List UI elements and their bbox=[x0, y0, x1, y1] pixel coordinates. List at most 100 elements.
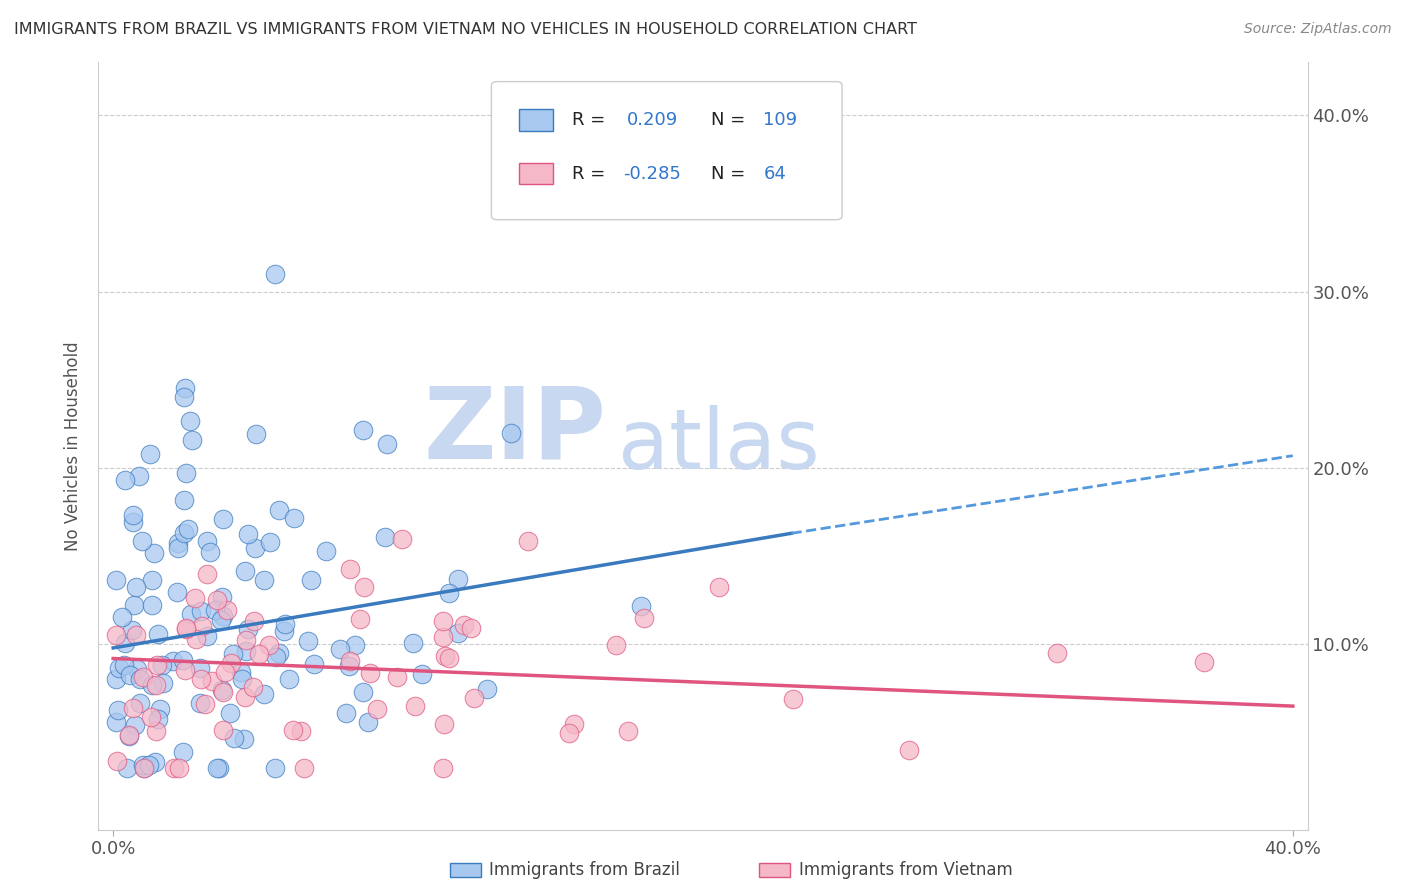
Point bbox=[207, 593, 229, 607]
Point bbox=[434, 649, 457, 664]
Text: Immigrants from Brazil: Immigrants from Brazil bbox=[489, 861, 681, 879]
Point bbox=[105, 754, 128, 768]
Point bbox=[229, 665, 252, 680]
Point bbox=[211, 682, 233, 697]
Point bbox=[353, 580, 375, 594]
Point bbox=[179, 414, 201, 428]
Point bbox=[184, 591, 207, 605]
Point bbox=[184, 632, 207, 647]
Point bbox=[152, 675, 174, 690]
Point bbox=[283, 510, 305, 524]
Point bbox=[263, 761, 285, 775]
Point bbox=[349, 612, 371, 626]
Point bbox=[200, 545, 222, 559]
Point bbox=[188, 661, 211, 675]
Point bbox=[212, 684, 235, 698]
Point bbox=[148, 712, 170, 726]
Point bbox=[222, 731, 245, 745]
Point bbox=[245, 427, 267, 442]
Text: IMMIGRANTS FROM BRAZIL VS IMMIGRANTS FROM VIETNAM NO VEHICLES IN HOUSEHOLD CORRE: IMMIGRANTS FROM BRAZIL VS IMMIGRANTS FRO… bbox=[14, 22, 917, 37]
Point bbox=[352, 685, 374, 699]
Point bbox=[190, 673, 212, 687]
Point bbox=[173, 492, 195, 507]
Point bbox=[122, 598, 145, 612]
Point bbox=[146, 627, 169, 641]
Text: R =: R = bbox=[572, 165, 612, 183]
Point bbox=[385, 670, 408, 684]
Point bbox=[208, 761, 231, 775]
Point bbox=[145, 658, 167, 673]
Point bbox=[173, 381, 195, 395]
Point bbox=[211, 608, 233, 623]
Point bbox=[172, 653, 194, 667]
Point bbox=[214, 665, 236, 679]
Point bbox=[517, 533, 540, 548]
Point bbox=[204, 602, 226, 616]
Point bbox=[180, 607, 202, 622]
Point bbox=[145, 724, 167, 739]
Point bbox=[107, 661, 129, 675]
Point bbox=[343, 639, 366, 653]
Point bbox=[105, 574, 128, 588]
Point bbox=[118, 668, 141, 682]
Point bbox=[201, 673, 224, 688]
Point bbox=[141, 678, 163, 692]
Point bbox=[115, 761, 138, 775]
Point bbox=[177, 523, 200, 537]
Point bbox=[253, 686, 276, 700]
Point bbox=[149, 702, 172, 716]
Point bbox=[411, 667, 433, 681]
Point bbox=[174, 664, 197, 678]
Point bbox=[357, 714, 380, 729]
Point bbox=[139, 447, 162, 461]
Point bbox=[190, 605, 212, 619]
Y-axis label: No Vehicles in Household: No Vehicles in Household bbox=[65, 341, 83, 551]
FancyBboxPatch shape bbox=[519, 163, 553, 185]
Point bbox=[359, 666, 381, 681]
Point bbox=[166, 585, 188, 599]
Point bbox=[453, 617, 475, 632]
Point bbox=[121, 515, 143, 529]
Point bbox=[501, 425, 523, 440]
Point bbox=[125, 628, 148, 642]
Point bbox=[131, 534, 153, 549]
Point bbox=[460, 621, 482, 635]
Point bbox=[374, 530, 396, 544]
Point bbox=[297, 634, 319, 648]
Point bbox=[707, 580, 730, 594]
Point bbox=[782, 692, 804, 706]
Point bbox=[190, 619, 212, 633]
Point bbox=[633, 611, 655, 625]
Point bbox=[128, 469, 150, 483]
Point bbox=[242, 680, 264, 694]
Point bbox=[302, 657, 325, 671]
Point bbox=[180, 434, 202, 448]
Point bbox=[245, 541, 267, 556]
Point bbox=[145, 755, 167, 769]
Point bbox=[235, 632, 257, 647]
Point bbox=[463, 690, 485, 705]
Point bbox=[273, 616, 295, 631]
Point bbox=[315, 544, 337, 558]
Point bbox=[630, 599, 652, 614]
Point bbox=[114, 636, 136, 650]
Point bbox=[150, 657, 173, 672]
Point bbox=[114, 473, 136, 487]
Point bbox=[281, 723, 304, 738]
Point bbox=[173, 390, 195, 404]
Point bbox=[810, 178, 832, 193]
Point bbox=[437, 651, 460, 665]
Point bbox=[339, 654, 361, 668]
Point bbox=[233, 690, 256, 705]
Point bbox=[138, 758, 160, 772]
Point bbox=[124, 718, 146, 732]
Point bbox=[617, 724, 640, 739]
Point bbox=[141, 574, 163, 588]
Point bbox=[557, 726, 579, 740]
Point bbox=[195, 566, 218, 581]
Point bbox=[236, 527, 259, 541]
Point bbox=[172, 745, 194, 759]
Point bbox=[188, 696, 211, 710]
Point bbox=[163, 761, 186, 775]
Text: 64: 64 bbox=[763, 165, 786, 183]
